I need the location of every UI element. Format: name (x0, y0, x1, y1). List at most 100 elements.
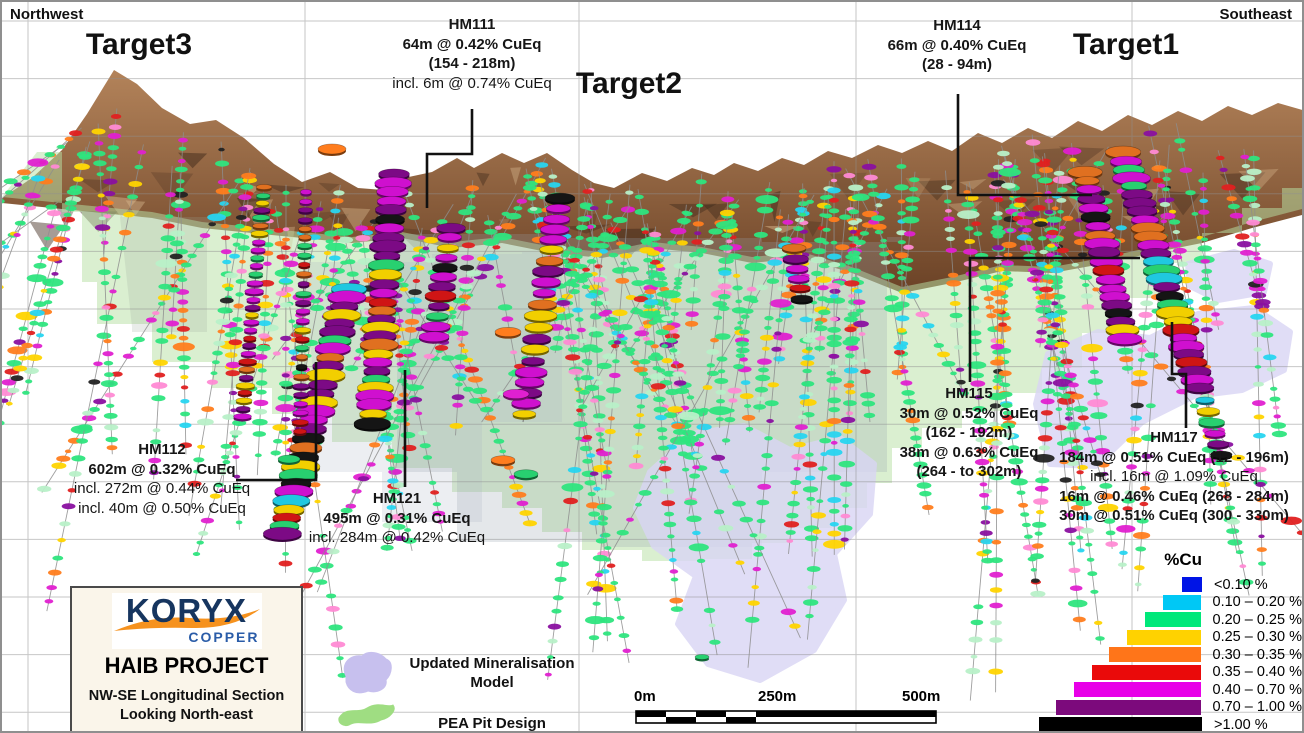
scale-label-0m: 0m (634, 688, 656, 705)
title-box: KORYX COPPER HAIB PROJECT NW-SE Longitud… (70, 586, 303, 731)
orientation-label-northwest: Northwest (10, 6, 84, 23)
annotation-line: 30m @ 0.51% CuEq (300 - 330m) (1059, 507, 1289, 524)
cu-color-swatch (1039, 717, 1202, 731)
cu-legend-row: 0.40 – 0.70 % (1036, 681, 1302, 699)
cu-grade-legend: %Cu <0.10 % 0.10 – 0.20 % 0.20 – 0.25 % 0.2… (1036, 550, 1302, 733)
section-subtitle: NW-SE Longitudinal Section Looking North… (88, 688, 285, 723)
annotation-line: 495m @ 0.31% CuEq (323, 509, 471, 527)
cu-color-swatch (1091, 664, 1201, 680)
single-disk (694, 654, 710, 660)
drill-hole (941, 170, 966, 393)
scale-bar: 0m 250m 500m (630, 688, 950, 730)
drill-hole (5, 141, 92, 407)
drill-hole (2, 170, 46, 289)
drill-hole (187, 167, 257, 517)
cu-legend-row: 0.25 – 0.30 % (1036, 629, 1302, 647)
cu-bar-wrap (1036, 647, 1201, 663)
annotation-line: (154 - 218m) (428, 55, 516, 72)
highlighted-drill-hole (1067, 166, 1143, 347)
drill-hole (957, 184, 995, 564)
drill-hole (823, 161, 846, 555)
highlighted-drill-holes (233, 143, 1233, 662)
single-disk (277, 454, 301, 464)
cu-legend-row: <0.10 % (1036, 576, 1302, 594)
drill-hole (576, 206, 693, 416)
drill-hole (783, 189, 831, 555)
highlighted-drill-hole (1195, 396, 1233, 465)
cu-legend-row: 0.10 – 0.20 % (1036, 594, 1302, 612)
single-disk (502, 389, 530, 399)
target-label-target1: Target1 (1072, 28, 1180, 61)
map-legend-item-pea-pit-design: PEA Pit Design (336, 700, 586, 731)
annotation-line: (162 - 192m) (925, 424, 1013, 441)
cu-range-label: >1.00 % (1214, 716, 1268, 733)
brand-subname: COPPER (188, 629, 260, 645)
map-legend-item-mineralisation-model: Updated Mineralisation Model (336, 650, 586, 696)
drill-hole (2, 141, 68, 188)
drill-hole (639, 224, 684, 612)
highlighted-drill-hole (353, 168, 413, 432)
drill-hole (814, 180, 835, 352)
drill-hole (685, 173, 707, 331)
drill-hole (165, 132, 188, 340)
drill-hole (843, 168, 969, 397)
cu-color-swatch (1055, 699, 1201, 715)
annotation-line: 64m @ 0.42% CuEq (402, 35, 542, 53)
orientation-label-southeast: Southeast (1219, 6, 1292, 23)
drill-hole (861, 158, 934, 515)
highlighted-drill-hole (233, 184, 273, 423)
highlighted-drill-hole (511, 192, 576, 423)
highlighted-drill-hole (262, 282, 367, 542)
scale-label-500m: 500m (902, 688, 941, 705)
single-disk (494, 327, 522, 337)
cu-legend-row: 0.20 – 0.25 % (1036, 611, 1302, 629)
drill-hole (37, 173, 245, 493)
cu-range-label: 0.35 – 0.40 % (1212, 664, 1303, 681)
cu-color-swatch (1144, 612, 1201, 628)
highlighted-drill-hole (1104, 145, 1215, 396)
annotation-line: (264 - to 302m) (916, 463, 1022, 480)
cu-color-swatch (1108, 647, 1201, 663)
drill-hole (148, 165, 178, 480)
annotation-line: 184m @ 0.51% CuEq (12 - 196m) (1059, 448, 1289, 466)
cu-color-swatch (1073, 682, 1201, 698)
annotation-line: incl. 16m @ 1.09% CuEq (1090, 468, 1258, 485)
annotation-hm121: HM121 495m @ 0.31% CuEq incl. 284m @ 0.42%… (237, 489, 557, 548)
cu-bar-wrap (1036, 577, 1202, 593)
single-disk (513, 469, 539, 479)
single-disk (317, 143, 347, 155)
scale-bar-graphic (635, 710, 937, 724)
annotation-line: incl. 284m @ 0.42% CuEq (308, 529, 486, 546)
annotation-line: 602m @ 0.32% CuEq (88, 460, 236, 478)
highlighted-drill-hole (781, 243, 814, 305)
annotation-line: 30m @ 0.52% CuEq (899, 404, 1039, 422)
cu-bar-wrap (1036, 664, 1201, 680)
cu-range-label: <0.10 % (1214, 576, 1268, 593)
cu-legend-row: >1.00 % (1036, 716, 1302, 733)
highlighted-drill-hole (418, 222, 466, 345)
leader-line (1170, 322, 1188, 428)
drill-hole (44, 144, 147, 612)
annotation-line: 66m @ 0.40% CuEq (887, 36, 1027, 54)
highlighted-drill-hole (291, 189, 313, 436)
leader-line (425, 109, 474, 208)
map-legend: Updated Mineralisation Model PEA Pit Desi… (336, 650, 586, 731)
cu-range-label: 0.25 – 0.30 % (1212, 629, 1303, 646)
annotation-line: HM121 (372, 490, 422, 507)
mineralisation-model-icon (343, 651, 392, 694)
target-label-target2: Target2 (575, 67, 683, 100)
cu-legend-title: %Cu (1164, 550, 1202, 569)
drill-hole (987, 159, 1007, 693)
annotation-leaders (236, 94, 1188, 487)
cu-range-label: 0.10 – 0.20 % (1212, 594, 1303, 611)
annotation-line: HM114 (933, 17, 981, 34)
leader-line (968, 256, 1140, 382)
drill-hole (998, 155, 1106, 481)
koryx-logo: KORYX COPPER (111, 592, 262, 649)
drill-hole (2, 127, 83, 204)
drill-hole (753, 209, 787, 413)
leader-line (956, 94, 1092, 197)
cu-legend-row: 0.35 – 0.40 % (1036, 664, 1302, 682)
brand-name: KORYX (125, 592, 248, 629)
